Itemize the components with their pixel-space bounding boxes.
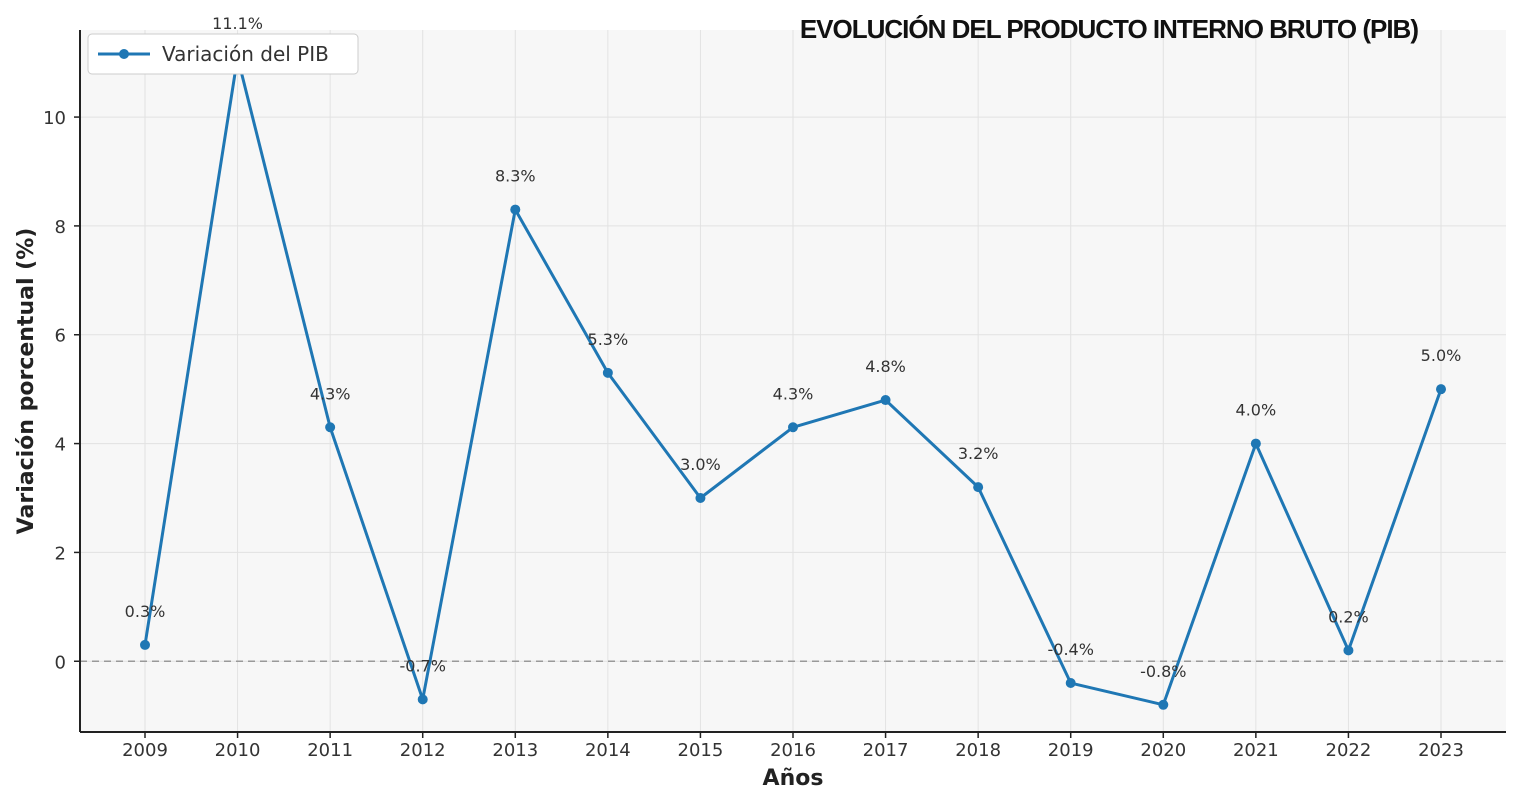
- legend-marker-swatch: [119, 49, 129, 59]
- x-tick-label-1: 2010: [215, 740, 261, 761]
- chart-title: EVOLUCIÓN DEL PRODUCTO INTERNO BRUTO (PI…: [800, 14, 1418, 44]
- data-label-2023: 5.0%: [1421, 346, 1462, 365]
- x-tick-label-13: 2022: [1326, 740, 1372, 761]
- x-tick-label-0: 2009: [122, 740, 168, 761]
- data-label-2011: 4.3%: [310, 384, 351, 403]
- legend-box: [87, 33, 359, 75]
- data-label-2009: 0.3%: [125, 602, 166, 621]
- data-label-2019: -0.4%: [1048, 640, 1094, 659]
- data-point-2014: [602, 367, 613, 378]
- y-tick-label-3: 6: [55, 326, 66, 347]
- data-point-2018: [973, 482, 984, 493]
- data-point-2022: [1343, 645, 1354, 656]
- x-tick-label-10: 2019: [1048, 740, 1094, 761]
- data-point-2020: [1158, 699, 1169, 710]
- data-label-2016: 4.3%: [773, 384, 814, 403]
- data-labels: 0.3% 11.1% 4.3% -0.7% 8.3% 5.3% 3.0% 4.3% 4.8% 3.…: [125, 14, 1462, 681]
- data-point-2009: [140, 639, 150, 650]
- data-label-2012: -0.7%: [400, 656, 446, 675]
- x-tick-label-5: 2014: [585, 740, 631, 761]
- data-point-2012: [417, 694, 428, 705]
- x-axis-label: Años: [763, 766, 824, 789]
- x-tick-label-2: 2011: [307, 740, 353, 761]
- x-tick-label-6: 2015: [678, 740, 724, 761]
- y-tick-label-2: 4: [55, 435, 66, 456]
- x-tick-label-8: 2017: [863, 740, 909, 761]
- legend: Variación del PIB: [87, 33, 359, 75]
- data-point-2017: [880, 395, 891, 406]
- x-tick-label-3: 2012: [400, 740, 446, 761]
- data-label-2014: 5.3%: [588, 330, 629, 349]
- x-tick-label-4: 2013: [492, 740, 538, 761]
- y-tick-label-0: 0: [55, 652, 66, 673]
- x-tick-label-11: 2020: [1140, 740, 1186, 761]
- data-label-2022: 0.2%: [1328, 607, 1369, 626]
- data-point-2021: [1250, 438, 1261, 449]
- data-point-2015: [695, 493, 706, 503]
- data-point-2023: [1436, 384, 1446, 395]
- data-point-2016: [788, 422, 798, 433]
- grid-lines: [80, 30, 1506, 732]
- data-label-2015: 3.0%: [680, 455, 721, 474]
- data-point-2013: [510, 204, 521, 215]
- data-label-2021: 4.0%: [1236, 401, 1277, 420]
- y-tick-label-4: 8: [55, 217, 66, 238]
- data-point-2019: [1065, 678, 1076, 689]
- legend-series-name: Variación del PIB: [162, 42, 329, 66]
- x-ticks: 2009 2010 2011 2012 2013 2014 2015 2016 2017 2018…: [122, 732, 1464, 761]
- data-label-2013: 8.3%: [495, 167, 536, 186]
- data-label-2017: 4.8%: [865, 357, 906, 376]
- x-tick-label-9: 2018: [955, 740, 1001, 761]
- data-label-2010: 11.1%: [212, 14, 263, 33]
- data-label-2020: -0.8%: [1140, 662, 1186, 681]
- y-tick-label-1: 2: [55, 543, 66, 564]
- x-tick-label-14: 2023: [1418, 740, 1464, 761]
- data-label-2018: 3.2%: [958, 444, 999, 463]
- x-tick-label-12: 2021: [1233, 740, 1279, 761]
- data-point-2011: [325, 422, 336, 433]
- y-ticks: 0 2 4 6 8 10: [43, 108, 80, 673]
- y-axis-label: Variación porcentual (%): [14, 228, 39, 535]
- y-tick-label-5: 10: [43, 108, 66, 129]
- x-tick-label-7: 2016: [770, 740, 816, 761]
